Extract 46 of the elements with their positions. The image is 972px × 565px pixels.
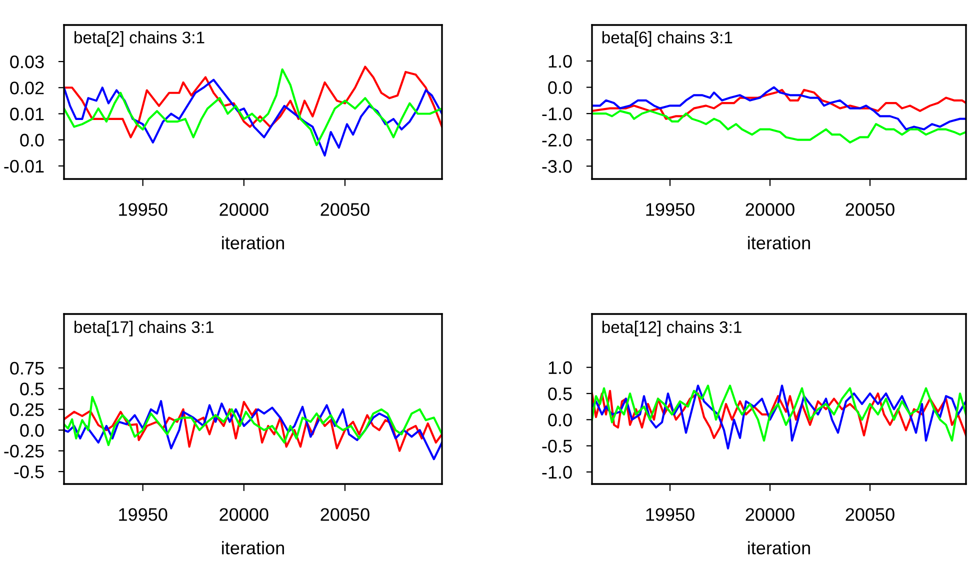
x-tick-label: 19950 [119, 203, 168, 216]
y-tick-label: 0.02 [10, 82, 44, 94]
y-tick-label: -0.01 [4, 160, 44, 173]
y-tick-label: 0.01 [10, 108, 44, 120]
y-tick-label: -1.0 [542, 108, 572, 120]
line-series [592, 88, 966, 120]
y-tick-label: 0.0 [548, 414, 572, 426]
x-tick-label: 19950 [119, 508, 168, 521]
y-tick-label: 0.25 [10, 403, 44, 416]
x-axis-title: iteration [748, 236, 810, 250]
x-tick-label: 20000 [746, 203, 794, 216]
x-tick-label: 20000 [220, 508, 268, 521]
line-series [592, 86, 966, 130]
x-tick-label: 20000 [220, 203, 268, 216]
x-tick-label: 20050 [846, 508, 894, 521]
y-tick-label: 0.0 [20, 134, 44, 147]
y-tick-label: -1.0 [542, 466, 572, 479]
y-tick-label: -2.0 [542, 134, 572, 147]
line-series [64, 78, 442, 157]
y-tick-label: 0.5 [548, 387, 572, 400]
x-axis-title: iteration [748, 541, 810, 554]
x-axis-title: iteration [222, 236, 284, 250]
y-tick-label: 0.03 [10, 55, 44, 68]
x-tick-label: 20000 [746, 508, 794, 521]
y-tick-label: 0.5 [20, 382, 44, 396]
y-tick-label: 1.0 [548, 361, 572, 374]
chart-title: beta[6] chains 3:1 [602, 31, 732, 47]
x-tick-label: 19950 [646, 508, 694, 521]
x-tick-label: 20050 [320, 508, 370, 521]
y-tick-label: -0.25 [4, 444, 44, 458]
y-tick-label: 0.0 [20, 424, 44, 437]
chart-title: beta[17] chains 3:1 [74, 320, 214, 336]
y-tick-label: 0.75 [10, 362, 44, 375]
chart-title: beta[12] chains 3:1 [602, 320, 742, 336]
chart-title: beta[2] chains 3:1 [74, 31, 204, 47]
line-series [64, 396, 442, 446]
y-tick-label: -3.0 [542, 160, 572, 173]
y-tick-label: 0.0 [548, 81, 572, 94]
y-tick-label: -0.5 [542, 440, 572, 453]
x-axis-title: iteration [222, 541, 284, 554]
x-tick-label: 20050 [846, 203, 894, 216]
y-tick-label: 1.0 [548, 54, 572, 68]
line-series [592, 110, 966, 144]
x-tick-label: 19950 [646, 203, 694, 216]
y-tick-label: -0.5 [14, 465, 44, 478]
x-tick-label: 20050 [320, 203, 370, 216]
